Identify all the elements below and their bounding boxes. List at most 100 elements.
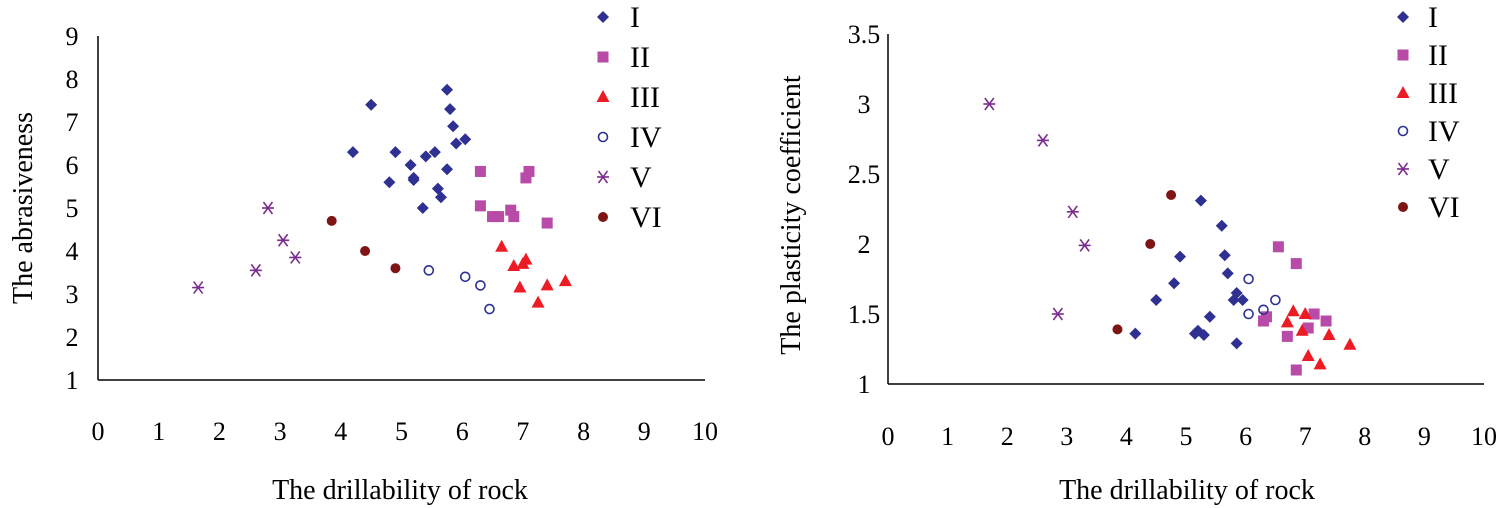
data-point	[1230, 337, 1243, 350]
data-point	[360, 246, 371, 256]
data-point	[1066, 205, 1079, 219]
x-tick-label: 2	[213, 417, 226, 446]
series-iv	[423, 265, 495, 315]
data-points	[983, 97, 1357, 376]
data-point	[507, 259, 521, 272]
series-ii	[1257, 241, 1332, 376]
legend-marker	[1397, 125, 1409, 137]
data-point	[1230, 287, 1243, 299]
data-point	[326, 215, 337, 226]
data-point	[474, 200, 486, 212]
data-point	[513, 280, 527, 293]
data-point	[277, 233, 290, 247]
y-tick-label: 3	[858, 90, 871, 119]
y-tick-label: 3	[66, 280, 79, 309]
data-point	[390, 263, 401, 274]
legend-label: I	[630, 1, 640, 34]
x-tick-labels: 0 1 2 3 4 5 6 7 8 9 10	[92, 417, 719, 446]
data-point	[1343, 337, 1357, 350]
x-axis-title: The drillability of rock	[272, 475, 528, 506]
legend-marker	[1396, 86, 1410, 98]
data-point	[474, 165, 486, 177]
legend-marker	[597, 170, 609, 184]
data-point	[404, 159, 417, 171]
data-point	[1112, 324, 1123, 335]
y-axis-title: The plasticity coefficient	[776, 75, 807, 355]
data-point	[541, 217, 553, 229]
data-point	[558, 274, 572, 287]
data-point	[1260, 311, 1272, 323]
data-point	[1295, 323, 1309, 336]
x-tick-label: 5	[1180, 422, 1193, 451]
legend-item-vi: VI	[598, 201, 662, 234]
data-point	[1078, 238, 1091, 252]
data-point	[1243, 273, 1254, 285]
legend-label: I	[1428, 1, 1438, 34]
legend-item-vi: VI	[1398, 191, 1460, 224]
legend-label: V	[630, 161, 652, 194]
data-point	[493, 211, 505, 223]
legend-item-i: I	[1397, 1, 1438, 34]
data-point	[1286, 304, 1300, 317]
x-tick-label: 5	[395, 417, 408, 446]
data-point	[1313, 357, 1327, 370]
legend-label: III	[630, 81, 660, 114]
data-point	[1129, 327, 1142, 340]
data-point	[428, 146, 441, 159]
data-point	[1215, 219, 1228, 232]
data-point	[447, 120, 460, 133]
legend-label: VI	[630, 201, 662, 234]
data-point	[423, 265, 435, 276]
data-point	[1290, 364, 1302, 376]
legend-item-v: V	[597, 161, 652, 194]
x-tick-label: 10	[692, 417, 718, 446]
y-tick-label: 8	[66, 65, 79, 94]
x-tick-label: 4	[334, 417, 347, 446]
data-point	[1302, 322, 1314, 334]
x-tick-label: 2	[1001, 422, 1014, 451]
legend-marker	[1397, 49, 1409, 61]
legend-label: V	[1428, 153, 1450, 186]
legend-label: II	[630, 41, 650, 74]
data-point	[249, 263, 262, 277]
y-tick-label: 7	[66, 108, 79, 137]
series-i	[1129, 194, 1249, 350]
data-point	[1166, 190, 1177, 200]
data-point	[419, 150, 432, 163]
y-axis-title: The abrasiveness	[8, 112, 39, 304]
data-point	[441, 163, 454, 176]
series-v	[983, 97, 1091, 321]
data-point	[475, 280, 486, 291]
x-tick-label: 1	[941, 422, 954, 451]
data-point	[983, 97, 996, 111]
series-iii	[495, 239, 572, 308]
x-tick-label: 7	[516, 417, 529, 446]
data-point	[505, 204, 517, 216]
x-tick-label: 9	[1418, 422, 1431, 451]
data-point	[434, 191, 447, 204]
x-tick-label: 3	[1060, 422, 1073, 451]
data-point	[1270, 294, 1281, 306]
y-tick-label: 5	[66, 194, 79, 223]
legend-marker	[1397, 11, 1409, 23]
data-point	[519, 252, 533, 265]
data-point	[1236, 294, 1249, 306]
data-point	[1322, 328, 1336, 340]
series-iii	[1280, 304, 1357, 370]
data-point	[1036, 133, 1049, 147]
x-tick-label: 7	[1299, 422, 1312, 451]
data-point	[192, 281, 205, 295]
y-tick-label: 3.5	[848, 20, 881, 49]
y-tick-label: 1.5	[848, 300, 881, 329]
data-point	[1194, 194, 1207, 207]
legend-item-iii: III	[596, 81, 660, 114]
legend-item-v: V	[1397, 153, 1450, 186]
data-point	[508, 211, 520, 223]
data-point	[1174, 250, 1187, 263]
data-point	[1258, 304, 1269, 316]
y-tick-label: 1	[66, 366, 79, 395]
